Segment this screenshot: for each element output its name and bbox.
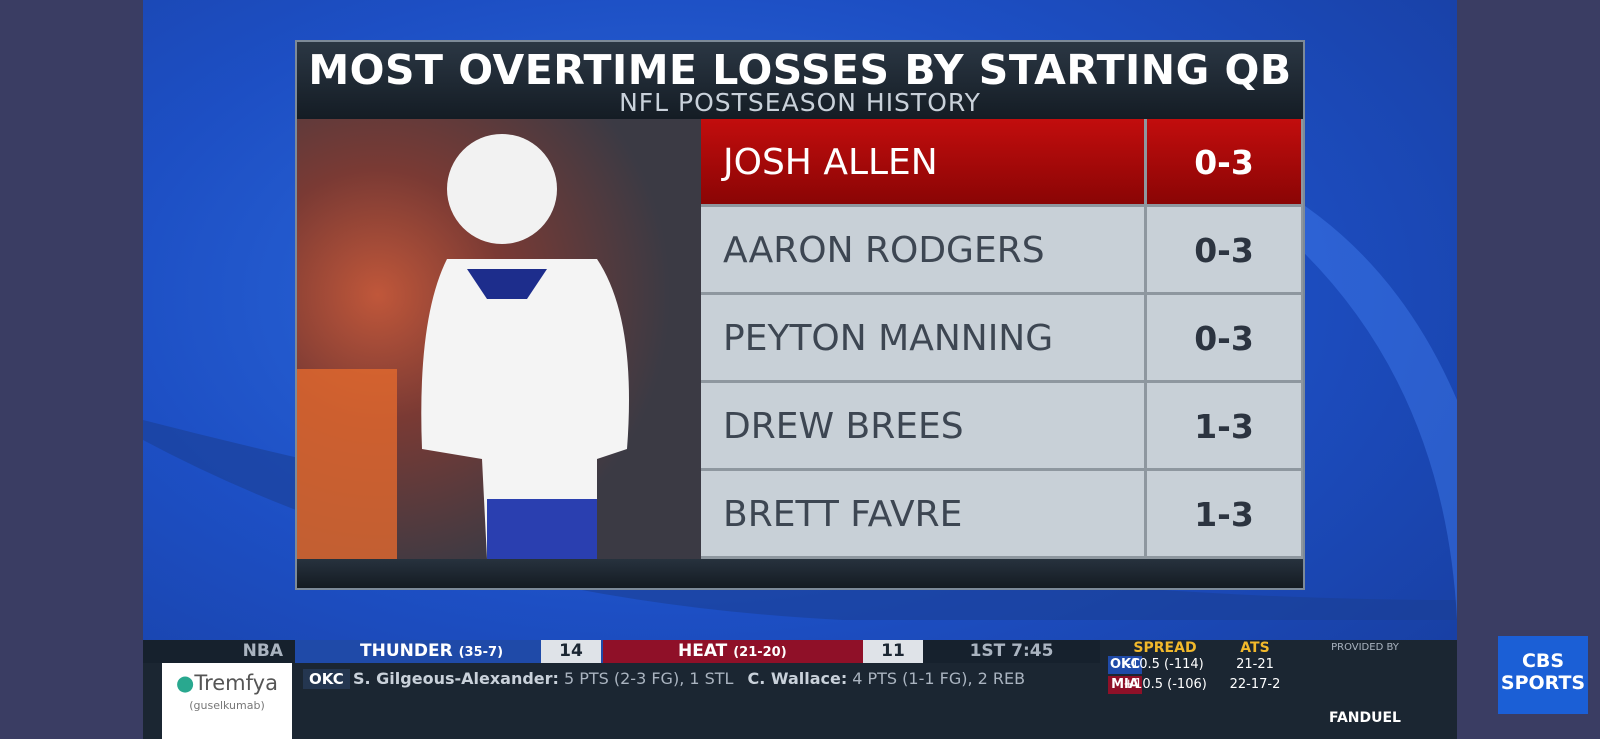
home-team: HEAT (21-20) <box>603 640 863 663</box>
player-name: DREW BREES <box>701 383 1144 468</box>
stat-player: S. Gilgeous-Alexander: <box>353 669 559 688</box>
ad-brand-text: Tremfya <box>194 671 278 695</box>
odds-ats: 21-21 <box>1236 657 1274 672</box>
title: MOST OVERTIME LOSSES BY STARTING QB <box>308 46 1292 94</box>
stat-line: 5 PTS (2-3 FG), 1 STL <box>563 669 734 688</box>
league: NBA <box>242 641 283 661</box>
odds-team: MIA <box>1108 676 1142 694</box>
table-row: JOSH ALLEN 0-3 <box>701 119 1303 207</box>
provided-by: PROVIDED BY <box>1331 642 1399 653</box>
stat-player: C. Wallace: <box>747 669 848 688</box>
player-name: BRETT FAVRE <box>701 471 1144 556</box>
player-name: AARON RODGERS <box>701 207 1144 292</box>
away-name: THUNDER <box>360 641 453 661</box>
away-record: (35-7) <box>458 645 504 660</box>
record: 1-3 <box>1147 383 1301 468</box>
stats-bar: OKC S. Gilgeous-Alexander: 5 PTS (2-3 FG)… <box>143 663 1100 739</box>
odds-spread: -10.5 (-114) <box>1126 657 1204 672</box>
record: 1-3 <box>1147 471 1301 556</box>
ad-generic: (guselkumab) <box>189 699 265 712</box>
logo-line1: CBS <box>1521 650 1565 672</box>
odds-panel: SPREAD ATS PROVIDED BY OKC -10.5 (-114) 21-21… <box>1100 640 1457 739</box>
subtitle: NFL POSTSEASON HISTORY <box>619 88 981 117</box>
away-score: 14 <box>541 640 601 663</box>
ad-brand: ●Tremfya <box>176 671 278 695</box>
score-bar: NBA THUNDER (35-7) 14 HEAT (21-20) 11 1S… <box>143 640 1100 663</box>
table-row: DREW BREES 1-3 <box>701 383 1303 471</box>
record: 0-3 <box>1147 119 1301 204</box>
odds-team: OKC <box>1108 656 1142 674</box>
stat-team: OKC <box>303 669 350 689</box>
home-record: (21-20) <box>733 645 787 660</box>
record: 0-3 <box>1147 295 1301 380</box>
player-photo <box>297 119 701 559</box>
logo-line2: SPORTS <box>1500 672 1586 694</box>
game-clock: 1ST 7:45 <box>969 641 1054 661</box>
footer-bar <box>297 559 1303 588</box>
player-name: PEYTON MANNING <box>701 295 1144 380</box>
record: 0-3 <box>1147 207 1301 292</box>
table-row: PEYTON MANNING 0-3 <box>701 295 1303 383</box>
ad: ●Tremfya (guselkumab) <box>162 663 292 739</box>
sponsor: FANDUEL <box>1329 710 1401 726</box>
odds-spread: +10.5 (-106) <box>1123 677 1207 692</box>
odds-header: SPREAD <box>1133 640 1197 656</box>
stat-line: 4 PTS (1-1 FG), 2 REB <box>852 669 1026 688</box>
home-name: HEAT <box>678 641 728 661</box>
table: JOSH ALLEN 0-3 AARON RODGERS 0-3 PEYTON MANN… <box>701 119 1303 559</box>
odds-header: ATS <box>1240 640 1270 656</box>
stat-lines: S. Gilgeous-Alexander: 5 PTS (2-3 FG), 1 … <box>353 669 1093 689</box>
network-logo: CBS SPORTS <box>1498 636 1588 714</box>
home-score: 11 <box>863 640 923 663</box>
table-row: AARON RODGERS 0-3 <box>701 207 1303 295</box>
graphic-panel: MOST OVERTIME LOSSES BY STARTING QB NFL … <box>295 40 1305 590</box>
odds-ats: 22-17-2 <box>1229 677 1281 692</box>
table-row: BRETT FAVRE 1-3 <box>701 471 1303 559</box>
player-name: JOSH ALLEN <box>701 119 1144 204</box>
header: MOST OVERTIME LOSSES BY STARTING QB NFL … <box>297 42 1303 119</box>
player-figure <box>297 134 629 559</box>
